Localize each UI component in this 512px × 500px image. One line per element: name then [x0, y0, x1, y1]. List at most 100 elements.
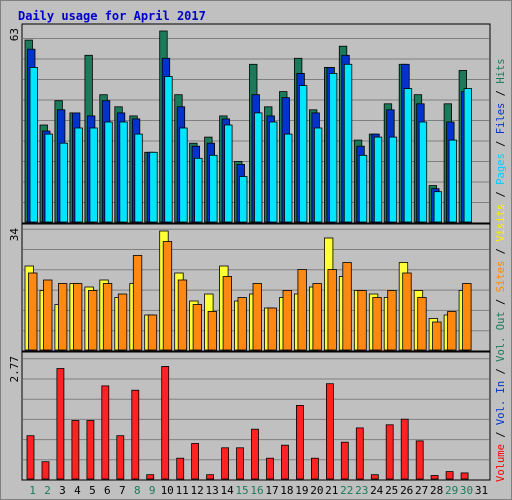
- bar-volume-day-15: [236, 447, 244, 480]
- bar-volume-day-10: [161, 365, 170, 480]
- x-tick-label: 21: [325, 484, 338, 497]
- bar-pages-day-22: [343, 63, 353, 223]
- bar-volume-day-23: [355, 427, 364, 480]
- bar-volume-day-17: [266, 457, 274, 480]
- bar-volume-day-24: [370, 474, 379, 480]
- bar-pages-day-8: [134, 133, 143, 223]
- legend-part: Vol. In: [495, 381, 507, 425]
- bar-pages-day-30: [463, 88, 473, 223]
- x-tick-label: 8: [134, 484, 141, 497]
- bar-sites-day-15: [237, 297, 247, 351]
- x-tick-label: 29: [445, 484, 458, 497]
- bar-volume-day-7: [116, 435, 125, 480]
- bar-sites-day-23: [357, 290, 367, 351]
- bar-volume-day-2: [41, 461, 50, 480]
- bar-sites-day-2: [43, 279, 53, 351]
- bar-pages-day-5: [89, 127, 98, 223]
- legend-part: /: [495, 292, 507, 311]
- legend-part: Visits: [495, 204, 507, 242]
- bar-volume-day-1: [26, 435, 35, 480]
- bar-volume-day-29: [445, 471, 454, 480]
- bar-pages-day-18: [284, 133, 293, 223]
- x-tick-label: 23: [355, 484, 368, 497]
- x-tick-label: 24: [370, 484, 384, 497]
- x-tick-label: 30: [460, 484, 473, 497]
- bar-pages-day-17: [269, 121, 278, 223]
- x-tick-label: 20: [310, 484, 323, 497]
- bar-pages-day-27: [418, 121, 428, 223]
- bar-sites-day-17: [267, 307, 277, 351]
- bar-sites-day-30: [462, 283, 472, 351]
- bar-sites-day-1: [28, 272, 38, 351]
- chart-title: Daily usage for April 2017: [18, 9, 206, 23]
- bar-pages-day-23: [358, 154, 368, 223]
- bar-volume-day-20: [310, 457, 319, 480]
- x-tick-label: 26: [400, 484, 413, 497]
- panel-volume: 2.77: [8, 351, 491, 481]
- panel-hits-pages-files: 63: [8, 23, 491, 224]
- bar-volume-day-5: [86, 420, 95, 480]
- bar-sites-day-14: [222, 276, 233, 351]
- bar-volume-day-27: [415, 440, 424, 480]
- bar-volume-day-4: [71, 420, 80, 480]
- legend-part: Pages: [495, 153, 507, 185]
- bar-pages-day-6: [104, 121, 113, 223]
- y-max-label: 34: [8, 228, 21, 242]
- bar-pages-day-9: [149, 151, 158, 223]
- bar-volume-day-21: [325, 383, 334, 480]
- bar-volume-day-26: [400, 418, 409, 480]
- bar-pages-day-15: [239, 176, 248, 223]
- legend-part: /: [495, 425, 507, 444]
- x-axis-labels: 1 2 3 4 5 6 7 8 9 10 11 12 13 14 15 16 17 18 19 20 21 22 23 24 2…: [29, 484, 488, 497]
- legend-part: /: [495, 134, 507, 153]
- x-tick-label: 22: [340, 484, 353, 497]
- x-tick-label: 5: [89, 484, 96, 497]
- bar-sites-day-6: [102, 283, 113, 351]
- bar-sites-day-26: [402, 272, 412, 351]
- bar-sites-day-5: [88, 290, 98, 351]
- x-tick-label: 9: [149, 484, 156, 497]
- bar-sites-day-10: [162, 241, 173, 351]
- bar-sites-day-18: [282, 290, 292, 351]
- bar-sites-day-9: [147, 314, 158, 351]
- bar-sites-day-28: [432, 321, 442, 351]
- legend-part: Volume: [495, 444, 507, 482]
- legend-part: Hits: [495, 58, 507, 83]
- bar-pages-day-19: [298, 85, 308, 223]
- bar-volume-day-11: [176, 457, 185, 480]
- x-tick-label: 11: [176, 484, 189, 497]
- legend-part: Sites: [495, 261, 507, 293]
- bar-pages-day-28: [433, 191, 443, 223]
- bar-pages-day-2: [44, 133, 53, 223]
- bar-pages-day-24: [373, 136, 383, 223]
- x-tick-label: 6: [104, 484, 111, 497]
- x-tick-label: 25: [385, 484, 398, 497]
- legend-part: /: [495, 185, 507, 204]
- bar-sites-day-13: [207, 311, 218, 351]
- bar-sites-day-16: [252, 283, 262, 351]
- right-legend-label: Volume / Vol. In / Vol. Out / Sites / Vi…: [495, 58, 507, 482]
- bar-sites-day-25: [387, 290, 397, 351]
- x-tick-label: 15: [235, 484, 248, 497]
- bar-volume-day-25: [385, 424, 394, 480]
- bar-pages-day-29: [448, 139, 458, 223]
- bar-pages-day-25: [388, 136, 398, 223]
- y-max-label: 63: [8, 28, 21, 41]
- bar-volume-day-12: [191, 443, 200, 480]
- bar-sites-day-3: [58, 283, 68, 351]
- x-tick-label: 31: [475, 484, 488, 497]
- x-tick-label: 12: [190, 484, 203, 497]
- legend-part: /: [495, 362, 507, 381]
- x-tick-label: 2: [44, 484, 51, 497]
- x-tick-label: 27: [415, 484, 428, 497]
- x-tick-label: 16: [250, 484, 263, 497]
- bar-volume-day-14: [221, 447, 230, 480]
- bar-volume-day-16: [251, 428, 259, 480]
- bar-sites-day-8: [132, 255, 143, 351]
- bar-pages-day-21: [328, 73, 338, 223]
- bar-sites-day-21: [327, 269, 337, 351]
- bar-sites-day-20: [312, 283, 322, 351]
- bar-pages-day-14: [224, 124, 233, 223]
